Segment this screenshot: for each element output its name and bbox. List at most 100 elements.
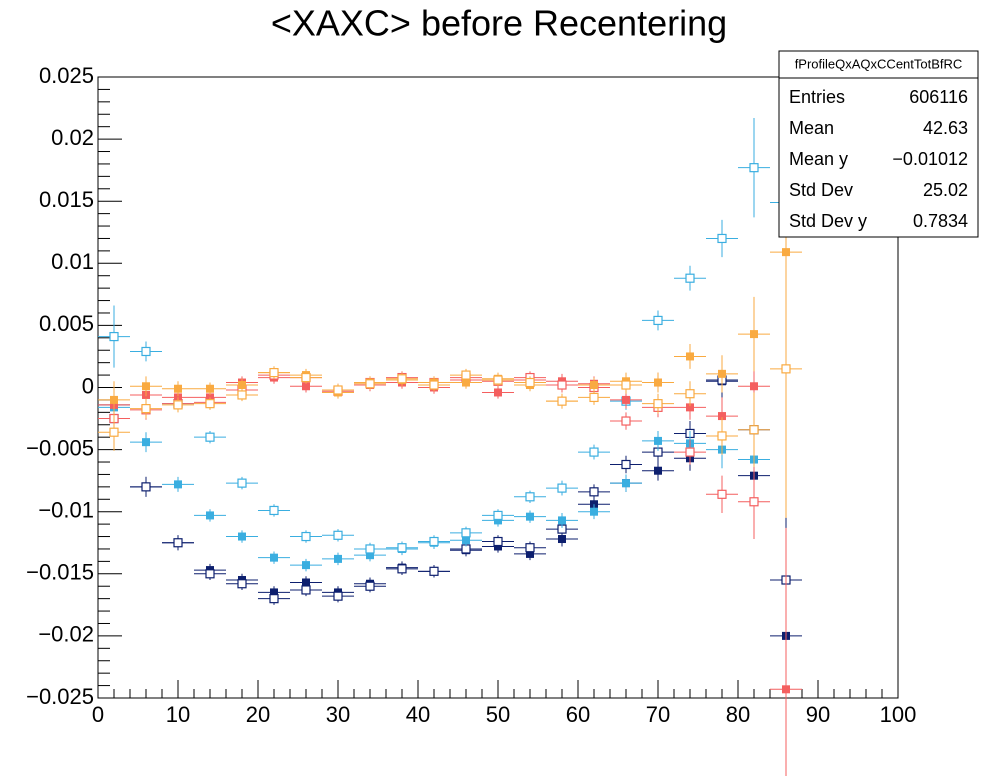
series [98, 219, 802, 518]
marker [237, 478, 247, 488]
y-tick-label: 0.02 [51, 125, 94, 150]
marker [685, 273, 695, 283]
x-tick-label: 20 [246, 702, 270, 727]
stats-label: Mean [789, 118, 834, 138]
marker [462, 378, 470, 387]
marker [206, 384, 214, 393]
marker [750, 330, 758, 339]
marker [142, 382, 150, 391]
marker [269, 594, 279, 604]
y-tick-label: 0.005 [39, 311, 94, 336]
y-tick-label: 0.025 [39, 63, 94, 88]
marker [590, 381, 598, 390]
marker [781, 364, 791, 374]
marker [429, 566, 439, 576]
marker [205, 432, 215, 442]
marker [589, 487, 599, 497]
marker [717, 431, 727, 441]
marker [270, 553, 278, 562]
x-tick-label: 80 [726, 702, 750, 727]
marker [302, 561, 310, 570]
marker [206, 511, 214, 520]
marker [269, 367, 279, 378]
marker [333, 385, 343, 395]
marker [749, 425, 759, 435]
marker [590, 507, 598, 516]
marker [493, 375, 503, 385]
y-tick-label: −0.005 [26, 435, 94, 460]
marker [237, 579, 247, 589]
marker [526, 512, 534, 521]
marker [174, 384, 182, 393]
y-tick-label: −0.015 [26, 560, 94, 585]
marker [173, 400, 183, 410]
marker [749, 497, 759, 507]
marker [654, 466, 662, 475]
stats-value: 0.7834 [913, 211, 968, 231]
marker [717, 489, 727, 499]
marker [141, 404, 151, 414]
marker [782, 685, 790, 694]
marker [109, 427, 119, 437]
marker [397, 374, 407, 384]
marker [557, 380, 567, 390]
marker [589, 447, 599, 457]
x-tick-label: 90 [806, 702, 830, 727]
marker [558, 535, 566, 544]
marker [237, 390, 247, 400]
marker [589, 392, 599, 403]
x-tick-label: 50 [486, 702, 510, 727]
marker [174, 480, 182, 489]
marker [686, 403, 694, 412]
marker [238, 381, 246, 390]
marker [494, 388, 502, 397]
marker [654, 378, 662, 387]
marker [493, 510, 503, 521]
marker [365, 581, 375, 591]
marker [525, 543, 535, 553]
marker [718, 369, 726, 378]
marker [429, 536, 439, 547]
marker [557, 483, 567, 493]
x-tick-label: 100 [880, 702, 917, 727]
marker [365, 379, 375, 389]
marker [749, 163, 759, 173]
marker [269, 505, 279, 516]
marker [365, 544, 375, 554]
marker [397, 564, 407, 574]
marker [141, 346, 151, 357]
stats-box [778, 50, 979, 238]
marker [461, 528, 471, 538]
marker [142, 438, 150, 447]
marker [653, 315, 663, 326]
marker [205, 569, 215, 579]
marker [685, 389, 695, 399]
marker [397, 543, 407, 553]
marker [173, 538, 183, 548]
x-tick-label: 70 [646, 702, 670, 727]
marker [461, 370, 471, 380]
marker [622, 479, 630, 488]
marker [653, 399, 663, 409]
chart-title: <XAXC> before Recentering [271, 3, 727, 44]
marker [205, 399, 215, 409]
stats-label: Std Dev [789, 180, 853, 200]
y-tick-label: 0.015 [39, 187, 94, 212]
marker [621, 416, 631, 426]
stats-label: Mean y [789, 149, 848, 169]
stats-value: 606116 [909, 87, 968, 107]
stats-value: −0.01012 [892, 149, 968, 169]
marker [302, 382, 310, 391]
marker [462, 536, 470, 545]
marker [238, 532, 246, 541]
x-tick-label: 10 [166, 702, 190, 727]
stats-title: fProfileQxAQxCCentTotBfRC [795, 56, 963, 71]
x-tick-label: 30 [326, 702, 350, 727]
y-tick-label: −0.02 [38, 622, 94, 647]
stats-value: 25.02 [923, 180, 968, 200]
y-tick-label: −0.025 [26, 684, 94, 709]
marker [750, 382, 758, 391]
marker [621, 459, 631, 470]
y-tick-label: −0.01 [38, 498, 94, 523]
